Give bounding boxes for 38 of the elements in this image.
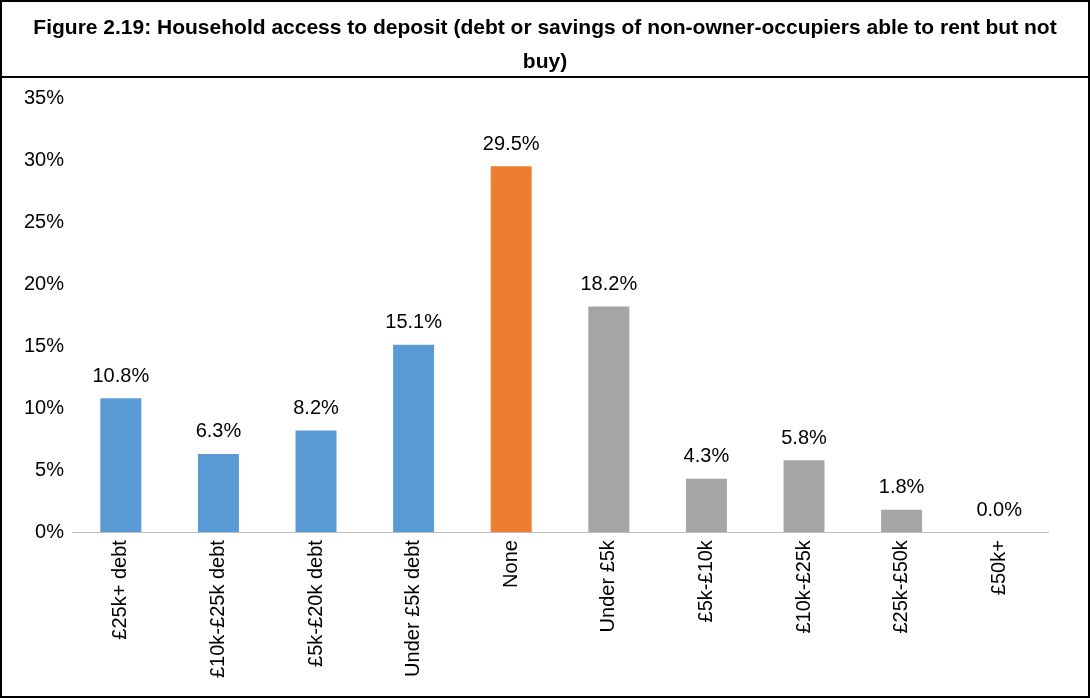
x-tick-label: None xyxy=(498,540,521,588)
bar xyxy=(490,166,532,533)
data-label: 5.8% xyxy=(781,425,828,448)
data-label: 29.5% xyxy=(482,131,540,154)
x-tick-label: £5k-£10k xyxy=(693,539,716,623)
bar xyxy=(393,344,435,533)
y-tick-label: 25% xyxy=(24,209,65,232)
x-tick-label: £25k-£50k xyxy=(889,539,912,634)
bar xyxy=(881,509,923,533)
x-tick-label: Under £5k xyxy=(596,539,619,633)
x-tick-label: £10k-£25k xyxy=(791,539,814,634)
bar xyxy=(588,306,630,533)
chart-title: Figure 2.19: Household access to deposit (debt or savings of non-owner-occupiers able to rent but not buy) xyxy=(2,2,1088,78)
data-label: 15.1% xyxy=(385,310,443,333)
y-tick-label: 30% xyxy=(24,147,65,170)
y-tick-label: 0% xyxy=(35,519,65,542)
y-tick-label: 10% xyxy=(24,395,65,418)
bar xyxy=(783,460,825,533)
data-label: 4.3% xyxy=(683,444,730,467)
data-label: 10.8% xyxy=(92,363,150,386)
y-tick-label: 35% xyxy=(24,85,65,108)
bar xyxy=(685,478,727,533)
y-tick-label: 5% xyxy=(35,457,65,480)
bar xyxy=(100,398,142,533)
data-label: 0.0% xyxy=(976,497,1023,520)
y-tick-label: 20% xyxy=(24,271,65,294)
x-tick-label: £5k-£20k debt xyxy=(303,539,326,667)
data-label: 6.3% xyxy=(195,419,242,442)
x-tick-label: £10k-£25k debt xyxy=(205,539,228,679)
bar xyxy=(295,430,337,533)
data-label: 8.2% xyxy=(293,395,340,418)
x-tick-label: £50k+ xyxy=(986,540,1009,596)
y-tick-label: 15% xyxy=(24,333,65,356)
x-tick-label: £25k+ debt xyxy=(108,539,131,640)
bar xyxy=(197,453,239,533)
x-tick-label: Under £5k debt xyxy=(401,539,424,677)
data-label: 1.8% xyxy=(878,475,925,498)
data-label: 18.2% xyxy=(580,271,638,294)
